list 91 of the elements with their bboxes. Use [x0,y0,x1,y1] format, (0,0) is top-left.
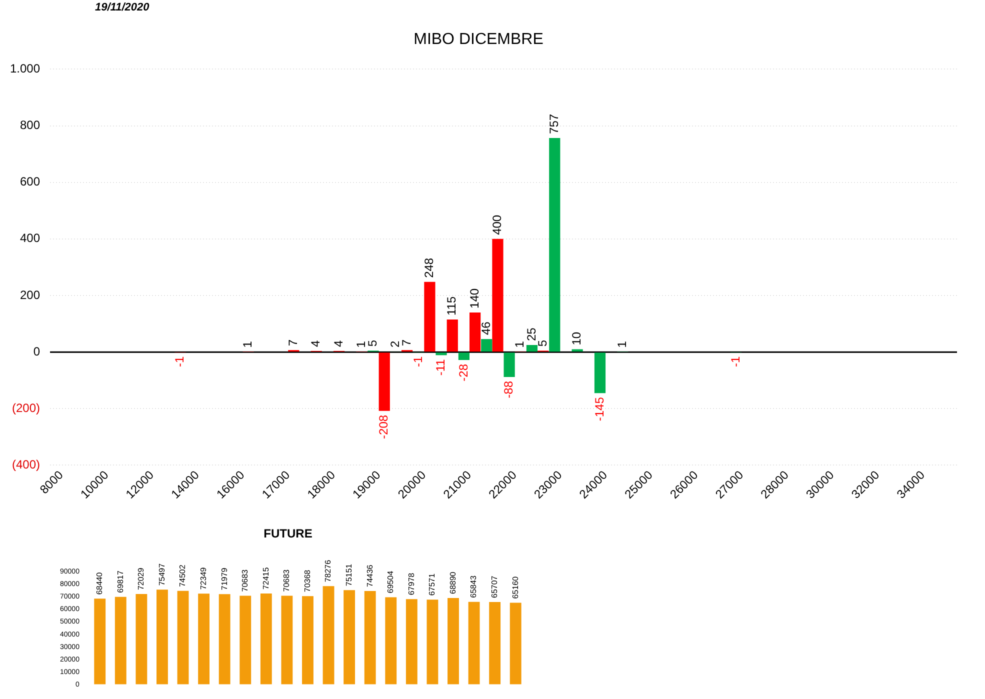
data-label: 72029 [136,567,146,590]
data-label: -1 [728,356,742,368]
y-tick-label: 800 [20,118,40,132]
bar [446,320,458,352]
bar [260,594,272,684]
data-label: 71979 [220,567,229,590]
data-label: 67571 [428,572,437,596]
bar [378,352,390,411]
y-tick-label: 1.000 [10,62,40,76]
data-label: 75497 [157,562,166,586]
data-label: 68890 [448,571,458,594]
bar [177,590,189,684]
data-label: 10 [570,332,584,346]
data-label: 78276 [324,559,333,582]
data-label: 70683 [282,568,292,592]
data-label: 248 [422,258,436,278]
data-label: 69817 [116,570,125,593]
data-label: 1 [240,340,255,348]
data-label: -1 [172,356,187,368]
data-label: 70683 [240,568,250,592]
bar [281,596,293,684]
bar [448,598,459,684]
bar [470,312,481,352]
data-label: 67978 [406,572,416,596]
bar [114,596,126,684]
bar [302,596,314,684]
data-label: 72415 [261,566,270,590]
chart-title: FUTURE [264,526,312,541]
bar [156,590,168,684]
data-label: 46 [478,321,493,336]
data-label: -208 [376,414,391,439]
data-label: 5 [535,340,550,347]
bar [406,599,418,684]
data-label: 72349 [199,566,208,590]
bar [94,598,106,684]
data-label: 69504 [386,570,396,594]
data-label: 400 [490,214,504,235]
y-tick-label: 400 [20,231,40,246]
data-label: 75151 [344,563,354,586]
bar [322,586,334,684]
y-tick-label: (400) [12,458,40,472]
text: 19/11/2020 [95,2,150,14]
data-label: 68440 [95,572,104,595]
data-label: 4 [308,340,323,347]
data-label: 1 [512,340,527,348]
bar [385,597,397,684]
data-label: -1 [410,356,425,368]
data-label: 65707 [490,575,500,598]
bar [504,352,515,377]
bar [594,352,606,394]
bar [364,591,376,684]
data-label: 757 [546,114,561,134]
y-tick-label: 600 [20,174,40,189]
data-label: 1 [354,340,368,348]
data-label: 74502 [178,564,188,587]
y-tick-label: 200 [20,288,40,302]
bar [492,238,504,352]
bar [526,345,538,352]
bar [458,352,470,360]
data-label: -11 [434,358,448,376]
y-tick-label: (200) [12,400,40,415]
data-label: 65843 [469,575,478,598]
data-label: 70368 [302,569,312,592]
bar [489,602,501,684]
data-label: -145 [592,396,606,422]
data-label: 25 [524,327,538,341]
data-label: 65160 [510,576,520,599]
bar [572,349,583,352]
bar [218,594,230,684]
data-label: -88 [502,380,516,398]
bar [426,600,438,684]
data-label: 140 [467,288,482,308]
bar [468,602,480,684]
bar [344,590,356,684]
bar [424,282,436,352]
data-label: 74436 [365,564,374,588]
data-label: 1 [614,340,629,348]
bar [510,602,522,684]
y-tick-label: 0 [33,344,40,358]
bar [240,596,252,684]
data-label: 7 [286,339,300,346]
data-label: -28 [456,364,470,382]
bar [549,138,560,352]
data-label: 5 [366,340,380,347]
bar [136,594,148,684]
data-label: 115 [444,296,459,316]
bar [436,352,447,356]
bar [481,339,492,352]
chart-title: MIBO DICEMBRE [414,31,544,48]
data-label: 4 [331,340,346,347]
bar [198,594,210,684]
